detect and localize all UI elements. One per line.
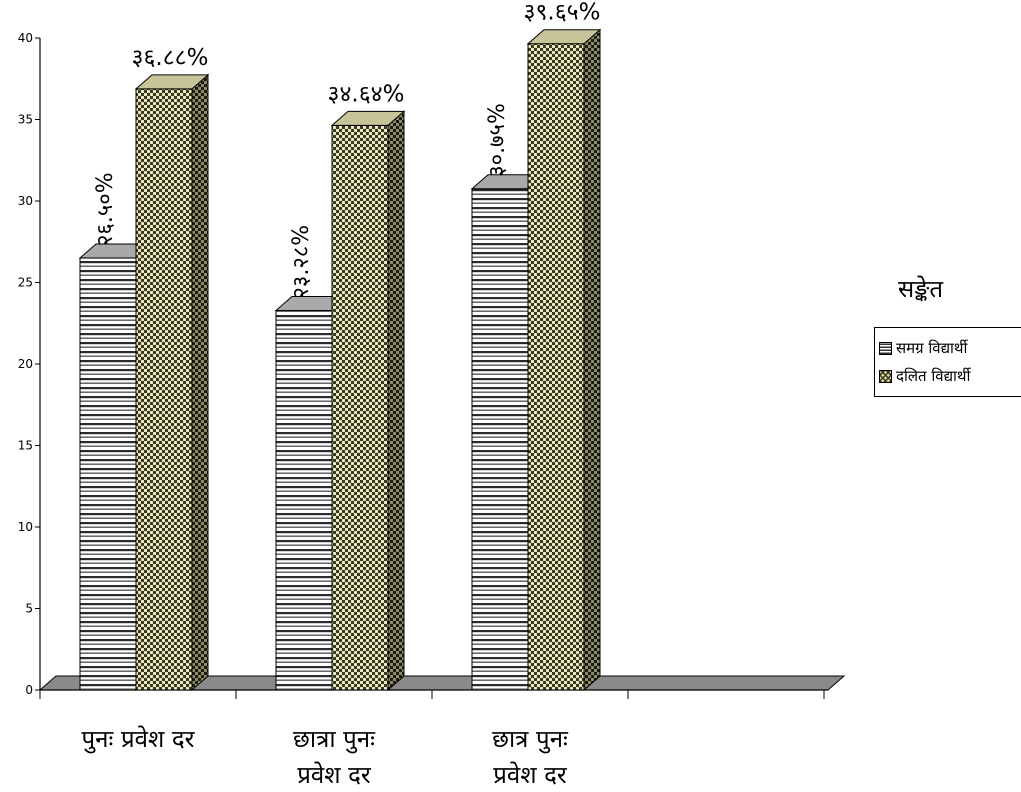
bar-dalit [526,28,602,692]
bar-dalit [330,110,406,692]
bar-dalit-front [527,43,585,691]
bar-dalit-side [583,28,601,692]
y-tick-label: 30 [18,194,33,208]
data-label-dalit: ३६.८८% [131,45,208,71]
data-label-overall: २३.२८% [289,225,314,299]
bar-dalit-top [526,29,602,45]
data-label-overall: २६.५०% [93,172,118,246]
bar-dalit-side [387,110,405,692]
y-tick-label: 25 [18,276,33,290]
legend-swatch-overall [879,341,892,355]
legend-box: समग्र विद्यार्थी दलित विद्यार्थी [874,327,1021,397]
data-label-overall: ३०.७५% [485,103,510,177]
y-tick-label: 5 [25,602,33,616]
bar-dalit-front [135,88,193,691]
legend-item-overall: समग्र विद्यार्थी [879,334,1017,362]
y-tick-label: 15 [18,439,33,453]
y-tick-label: 40 [18,31,33,45]
x-category-label: छात्रा पुनः [293,725,376,754]
legend: सङ्केत समग्र विद्यार्थी दलित विद्यार्थी [874,272,1021,397]
y-tick-label: 10 [18,520,33,534]
bar-overall-front [471,188,529,691]
bar-dalit-front [331,124,389,691]
y-tick-label: 0 [25,683,33,697]
legend-title: सङ्केत [898,275,944,303]
data-label-dalit: ३४.६४% [327,81,404,107]
x-category-label: पुनः प्रवेश दर [82,725,196,754]
y-tick-label: 35 [18,113,33,127]
bar-dalit-side [191,73,209,692]
bar-dalit-top [134,74,210,90]
y-tick-label: 20 [18,357,33,371]
x-category-label: प्रवेश दर [493,761,568,789]
legend-label-dalit: दलित विद्यार्थी [896,367,971,385]
x-category-label: छात्र पुनः [492,725,569,754]
legend-swatch-dalit [879,369,892,383]
bar-overall-front [275,310,333,691]
data-label-dalit: ३९.६५% [523,0,600,26]
legend-item-dalit: दलित विद्यार्थी [879,362,1017,390]
bar-dalit-top [330,110,406,126]
x-category-label: प्रवेश दर [297,761,372,789]
legend-label-overall: समग्र विद्यार्थी [896,339,968,357]
bar-overall-front [79,257,137,691]
bar-dalit [134,73,210,692]
